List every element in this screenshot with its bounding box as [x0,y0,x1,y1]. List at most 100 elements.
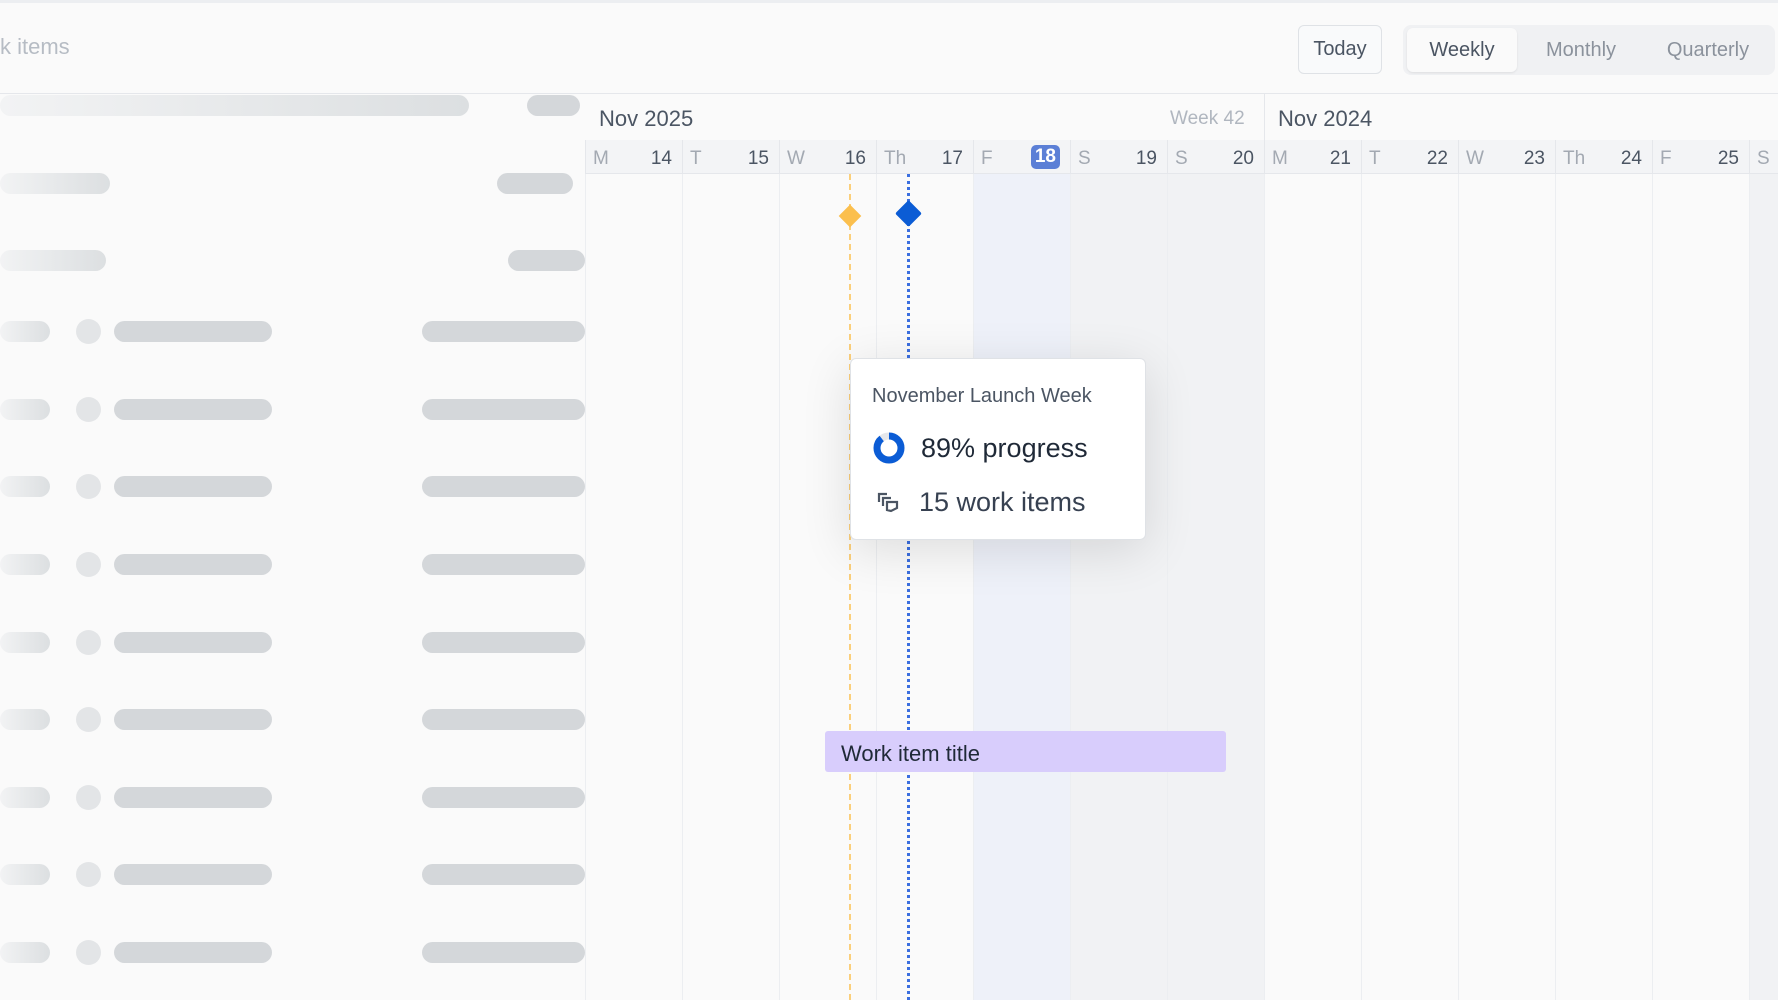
day-number: 20 [1232,148,1254,169]
day-column-divider [973,174,974,1000]
loading-skeleton [114,942,272,963]
loading-skeleton [0,95,469,116]
day-header: S [1749,140,1778,174]
day-number: 15 [747,148,769,169]
day-header: Th 24 [1555,140,1652,174]
loading-skeleton [76,862,101,887]
loading-skeleton [76,552,101,577]
day-column-divider [779,174,780,1000]
loading-skeleton [0,250,106,271]
day-header: F 18 [973,140,1070,174]
day-header: S 19 [1070,140,1167,174]
progress-text: 89% progress [921,433,1088,463]
day-header: F 25 [1652,140,1749,174]
day-number: 25 [1717,148,1739,169]
weekday-letter: F [981,148,993,169]
milestone-diamond-icon[interactable] [895,200,922,227]
day-header: Th 17 [876,140,973,174]
day-column-divider [1361,174,1362,1000]
loading-skeleton [0,709,50,730]
day-column-divider [1070,174,1071,1000]
loading-skeleton [422,632,585,653]
today-line [907,174,910,1000]
loading-skeleton [76,630,101,655]
day-header: W 16 [779,140,876,174]
day-number: 22 [1426,148,1448,169]
day-header-row: M 14 T 15 W 16 Th 17 F 18 S 19 S 20 M 21 T 22 W 23 Th 24 F 25 S [585,140,1778,174]
week-label: Week 42 [1170,108,1245,129]
day-header: T 22 [1361,140,1458,174]
weekday-letter: S [1757,148,1770,169]
day-header: M 21 [1264,140,1361,174]
today-column [973,174,1070,1000]
weekday-letter: Th [1563,148,1586,169]
day-number: 19 [1135,148,1157,169]
loading-skeleton [422,942,585,963]
milestone-line [849,174,851,1000]
loading-skeleton [76,707,101,732]
loading-skeleton [114,554,272,575]
day-column-divider [585,174,586,1000]
weekday-letter: W [1466,148,1484,169]
progress-ring-icon [873,432,905,464]
loading-skeleton [422,787,585,808]
day-column-divider [1555,174,1556,1000]
weekday-letter: W [787,148,805,169]
weekday-letter: F [1660,148,1672,169]
loading-skeleton [508,250,585,271]
day-column-divider [1458,174,1459,1000]
weekday-letter: M [1272,148,1288,169]
loading-skeleton [422,864,585,885]
loading-skeleton [114,864,272,885]
loading-skeleton [527,95,580,116]
day-header: T 15 [682,140,779,174]
loading-skeleton [114,321,272,342]
loading-skeleton [76,474,101,499]
day-number: 21 [1329,148,1351,169]
loading-skeleton [114,787,272,808]
loading-skeleton [422,476,585,497]
day-column-divider [1749,174,1750,1000]
view-monthly-tab[interactable]: Monthly [1545,38,1617,61]
today-button[interactable]: Today [1298,25,1382,74]
loading-skeleton [76,319,101,344]
loading-skeleton [0,632,50,653]
month-divider [1264,94,1265,140]
weekday-letter: T [690,148,702,169]
loading-skeleton [76,785,101,810]
loading-skeleton [76,940,101,965]
loading-skeleton [0,554,50,575]
work-items-icon [877,492,899,513]
day-number: 24 [1620,148,1642,169]
weekday-letter: M [593,148,609,169]
day-column-divider [682,174,683,1000]
loading-skeleton [0,399,50,420]
day-header: W 23 [1458,140,1555,174]
day-column-divider [876,174,877,1000]
loading-skeleton [114,632,272,653]
loading-skeleton [114,399,272,420]
tooltip-title: November Launch Week [872,385,1092,407]
loading-skeleton [0,476,50,497]
header-divider [0,93,1778,94]
loading-skeleton [422,399,585,420]
day-column-divider [1652,174,1653,1000]
work-item-bar[interactable]: Work item title [825,731,1226,772]
loading-skeleton [0,864,50,885]
view-weekly-tab[interactable]: Weekly [1407,28,1517,72]
loading-skeleton [0,787,50,808]
loading-skeleton [114,709,272,730]
loading-skeleton [422,554,585,575]
day-header: S 20 [1167,140,1264,174]
day-column-divider [1167,174,1168,1000]
loading-skeleton [114,476,272,497]
loading-skeleton [422,321,585,342]
day-number: 18 [1030,145,1060,169]
milestone-diamond-icon[interactable] [838,204,862,228]
loading-skeleton [497,173,573,194]
view-quarterly-tab[interactable]: Quarterly [1666,38,1750,61]
loading-skeleton [0,321,50,342]
weekday-letter: S [1175,148,1188,169]
work-items-count: 15 work items [919,487,1086,517]
loading-skeleton [0,942,50,963]
